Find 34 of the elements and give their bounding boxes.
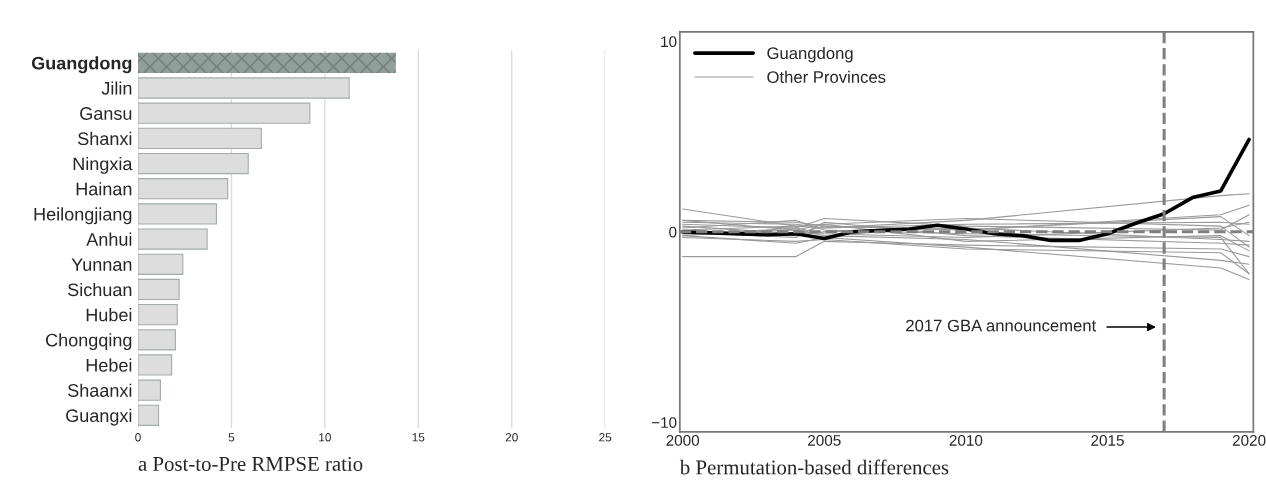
y-tick-label: Guangxi bbox=[66, 408, 132, 426]
y-tick-label: Shanxi bbox=[78, 131, 132, 146]
y-tick-label: Hainan bbox=[76, 182, 132, 196]
x-tick-label: 15 bbox=[412, 433, 425, 442]
y-tick-label: Hebei bbox=[86, 358, 132, 372]
x-tick-label: 0 bbox=[135, 433, 141, 442]
x-tick-label: 20 bbox=[505, 433, 518, 442]
x-tick-label: 2005 bbox=[808, 434, 841, 446]
annotation: 2017 GBA announcement bbox=[906, 319, 1097, 332]
y-tick-label: Chongqing bbox=[46, 333, 132, 351]
y-tick-label: Guangdong bbox=[31, 56, 132, 74]
y-tick-label: −10 bbox=[651, 417, 677, 428]
y-tick-label: Jilin bbox=[101, 81, 132, 95]
legend-label: Guangdong bbox=[767, 46, 853, 63]
y-tick-label: Ningxia bbox=[73, 157, 133, 174]
y-tick-label: 10 bbox=[661, 36, 677, 48]
y-tick-label: Heilongjiang bbox=[34, 207, 132, 225]
x-tick-label: 5 bbox=[228, 433, 235, 442]
x-tick-label: 25 bbox=[599, 433, 612, 442]
y-tick-label: Anhui bbox=[86, 232, 132, 246]
legend-label: Other Provinces bbox=[767, 70, 886, 83]
y-tick-label: Gansu bbox=[80, 107, 132, 120]
x-tick-label: 10 bbox=[319, 433, 331, 442]
y-tick-label: Yunnan bbox=[71, 258, 132, 271]
y-tick-label: Shaanxi bbox=[68, 383, 132, 397]
text: a Post-to-Pre RMPSE ratio bbox=[138, 456, 363, 471]
x-tick-label: 2020 bbox=[1232, 434, 1266, 446]
y-tick-label: Hubei bbox=[86, 308, 132, 322]
x-tick-label: 2010 bbox=[949, 434, 983, 446]
y-tick-label: 0 bbox=[669, 226, 677, 238]
y-tick-label: Sichuan bbox=[68, 282, 132, 297]
x-tick-label: 2015 bbox=[1091, 434, 1124, 446]
text: b Permutation-based differences bbox=[679, 459, 949, 475]
x-tick-label: 2000 bbox=[666, 434, 700, 446]
